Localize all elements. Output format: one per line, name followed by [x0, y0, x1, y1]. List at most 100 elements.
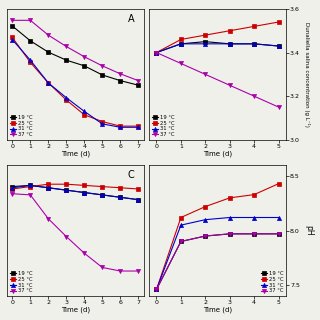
25 °C [252, 193, 256, 196]
19 °C [179, 240, 183, 244]
25 °C [64, 98, 68, 102]
37 °C [276, 105, 280, 109]
Line: 37 °C: 37 °C [10, 192, 140, 273]
37 °C [204, 234, 207, 238]
X-axis label: Time (d): Time (d) [61, 307, 90, 313]
Text: C: C [127, 171, 134, 180]
25 °C [204, 205, 207, 209]
19 °C [179, 42, 183, 46]
25 °C [46, 81, 50, 85]
19 °C [100, 73, 104, 77]
Line: 19 °C: 19 °C [155, 40, 281, 55]
19 °C [64, 188, 68, 192]
19 °C [204, 40, 207, 44]
Line: 25 °C: 25 °C [155, 20, 281, 55]
31 °C [118, 125, 122, 129]
31 °C [252, 216, 256, 220]
Legend: 19 °C, 25 °C, 31 °C, 37 °C: 19 °C, 25 °C, 31 °C, 37 °C [260, 270, 284, 294]
25 °C [118, 124, 122, 128]
31 °C [179, 223, 183, 227]
Line: 19 °C: 19 °C [10, 183, 140, 202]
37 °C [28, 19, 32, 22]
37 °C [136, 79, 140, 83]
31 °C [100, 193, 104, 197]
25 °C [46, 182, 50, 186]
31 °C [252, 42, 256, 46]
19 °C [118, 79, 122, 83]
25 °C [136, 187, 140, 191]
37 °C [252, 94, 256, 98]
31 °C [204, 218, 207, 222]
37 °C [228, 232, 232, 236]
37 °C [46, 33, 50, 37]
Legend: 19 °C, 25 °C, 31 °C, 37 °C: 19 °C, 25 °C, 31 °C, 37 °C [151, 114, 175, 138]
31 °C [100, 122, 104, 126]
Line: 19 °C: 19 °C [10, 24, 140, 87]
Legend: 19 °C, 25 °C, 31 °C, 37 °C: 19 °C, 25 °C, 31 °C, 37 °C [9, 114, 33, 138]
31 °C [228, 42, 232, 46]
31 °C [82, 109, 86, 113]
25 °C [228, 29, 232, 33]
25 °C [204, 33, 207, 37]
25 °C [28, 185, 32, 188]
19 °C [252, 42, 256, 46]
37 °C [100, 266, 104, 269]
Line: 31 °C: 31 °C [155, 215, 281, 292]
25 °C [276, 20, 280, 24]
19 °C [82, 64, 86, 68]
37 °C [11, 192, 14, 196]
25 °C [100, 185, 104, 188]
31 °C [11, 186, 14, 190]
31 °C [276, 44, 280, 48]
37 °C [155, 51, 158, 54]
37 °C [64, 235, 68, 238]
37 °C [136, 269, 140, 273]
31 °C [46, 81, 50, 85]
19 °C [118, 196, 122, 199]
31 °C [11, 38, 14, 42]
31 °C [28, 58, 32, 62]
25 °C [179, 37, 183, 41]
37 °C [252, 232, 256, 236]
37 °C [179, 240, 183, 244]
Line: 37 °C: 37 °C [155, 51, 281, 109]
25 °C [228, 196, 232, 200]
31 °C [136, 125, 140, 129]
X-axis label: Time (d): Time (d) [203, 150, 232, 157]
Line: 19 °C: 19 °C [155, 232, 281, 292]
19 °C [276, 44, 280, 48]
19 °C [82, 191, 86, 195]
31 °C [136, 198, 140, 202]
25 °C [100, 120, 104, 124]
19 °C [252, 232, 256, 236]
25 °C [11, 187, 14, 191]
Line: 37 °C: 37 °C [155, 232, 281, 292]
37 °C [179, 61, 183, 65]
Line: 31 °C: 31 °C [155, 42, 281, 55]
19 °C [28, 39, 32, 43]
31 °C [46, 186, 50, 190]
25 °C [179, 216, 183, 220]
25 °C [252, 24, 256, 28]
37 °C [82, 251, 86, 255]
X-axis label: Time (d): Time (d) [203, 307, 232, 313]
31 °C [204, 42, 207, 46]
37 °C [155, 288, 158, 292]
37 °C [276, 232, 280, 236]
19 °C [28, 183, 32, 187]
31 °C [179, 42, 183, 46]
X-axis label: Time (d): Time (d) [61, 150, 90, 157]
31 °C [64, 188, 68, 192]
25 °C [82, 113, 86, 117]
Y-axis label: pH: pH [304, 225, 313, 236]
19 °C [11, 185, 14, 188]
19 °C [136, 83, 140, 87]
37 °C [118, 72, 122, 76]
25 °C [155, 51, 158, 54]
31 °C [228, 216, 232, 220]
25 °C [64, 182, 68, 186]
37 °C [64, 44, 68, 48]
37 °C [82, 55, 86, 59]
Y-axis label: Dunaliella salina concentration (g L⁻¹): Dunaliella salina concentration (g L⁻¹) [304, 22, 310, 127]
19 °C [11, 24, 14, 28]
